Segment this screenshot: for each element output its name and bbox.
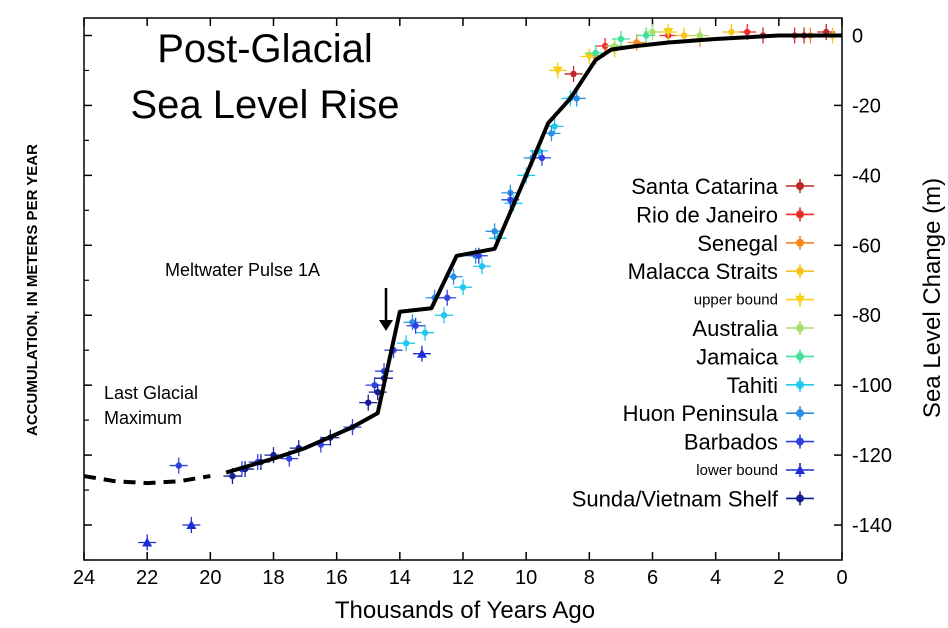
x-tick-label: 14 xyxy=(389,567,411,589)
data-point xyxy=(450,273,457,280)
y-tick-label: -140 xyxy=(852,515,892,537)
legend-marker xyxy=(795,465,805,474)
data-point xyxy=(478,263,486,270)
legend-marker xyxy=(796,182,804,190)
data-point xyxy=(552,66,563,76)
legend-label: Rio de Janeiro xyxy=(636,202,778,227)
x-tick-label: 0 xyxy=(836,567,847,589)
data-point xyxy=(186,520,197,530)
data-point xyxy=(459,284,467,291)
annotation-last-glacial-line-1: Last Glacial xyxy=(104,383,198,403)
data-point xyxy=(649,28,656,36)
annotation-meltwater-pulse: Meltwater Pulse 1A xyxy=(165,260,320,280)
data-point xyxy=(421,329,429,336)
y-tick-label: 0 xyxy=(852,25,863,47)
data-point xyxy=(642,32,650,39)
x-tick-label: 4 xyxy=(710,567,721,589)
x-axis-title: Thousands of Years Ago xyxy=(335,597,595,624)
x-tick-label: 10 xyxy=(515,567,537,589)
data-point xyxy=(402,340,410,347)
legend-marker xyxy=(796,437,804,446)
x-tick-label: 22 xyxy=(136,567,158,589)
legend-label: lower bound xyxy=(696,462,778,479)
legend-marker xyxy=(796,409,804,418)
data-point xyxy=(374,388,381,396)
data-point xyxy=(365,399,372,406)
data-point xyxy=(601,42,609,50)
legend-label: Jamaica xyxy=(696,344,779,369)
data-point xyxy=(444,294,451,301)
y-tick-label: -20 xyxy=(852,95,881,117)
chart-title-line-1: Post-Glacial xyxy=(157,27,373,71)
x-tick-label: 12 xyxy=(452,567,474,589)
y-axis-title-right: Sea Level Change (m) xyxy=(919,178,946,418)
x-tick-label: 8 xyxy=(584,567,595,589)
y-axis-title-left: ACCUMULATION, IN METERS PER YEAR xyxy=(24,144,41,436)
x-tick-label: 16 xyxy=(326,567,348,589)
data-point xyxy=(142,537,153,547)
legend-label: Barbados xyxy=(684,430,778,455)
data-point xyxy=(412,322,419,329)
x-tick-label: 20 xyxy=(199,567,221,589)
legend-marker xyxy=(796,238,804,247)
y-axis: 0 -20 -40 -60 -80 -100 -120 -140 xyxy=(84,25,892,561)
y-tick-label: -120 xyxy=(852,445,892,467)
x-tick-label: 6 xyxy=(647,567,658,589)
data-point xyxy=(570,70,577,78)
data-point xyxy=(584,52,595,62)
legend-label: Sunda/Vietnam Shelf xyxy=(572,486,779,511)
legend-label: Malacca Straits xyxy=(628,259,778,284)
data-point xyxy=(286,455,293,462)
data-point xyxy=(371,381,378,389)
data-point xyxy=(538,154,546,162)
data-point xyxy=(440,312,448,319)
y-tick-label: -60 xyxy=(852,235,881,257)
legend-label: Tahiti xyxy=(727,373,778,398)
data-point xyxy=(229,472,236,480)
legend-label: Santa Catarina xyxy=(631,174,779,199)
data-point xyxy=(728,28,735,36)
data-point xyxy=(680,32,688,39)
x-tick-label: 18 xyxy=(262,567,284,589)
legend-label: Australia xyxy=(692,316,778,341)
y-tick-label: -100 xyxy=(852,375,892,397)
sea-level-line-dashed xyxy=(83,474,211,486)
legend-marker xyxy=(796,267,804,276)
legend-marker xyxy=(796,210,804,219)
legend-marker xyxy=(796,324,804,332)
data-point xyxy=(416,348,427,358)
data-point xyxy=(592,49,599,57)
x-tick-label: 24 xyxy=(73,567,95,589)
data-point xyxy=(491,228,498,235)
data-point xyxy=(475,252,482,259)
y-tick-label: -40 xyxy=(852,165,881,187)
legend-label: Senegal xyxy=(697,231,778,256)
legend-marker xyxy=(796,352,804,361)
data-point xyxy=(507,196,514,204)
legend-label: Huon Peninsula xyxy=(623,401,779,426)
legend-marker xyxy=(796,494,804,503)
annotation-last-glacial-line-2: Maximum xyxy=(104,408,182,428)
data-point xyxy=(696,32,704,39)
data-point xyxy=(663,27,674,37)
data-point xyxy=(573,95,580,102)
legend: Santa Catarina Rio de Janeiro Senegal Malac… xyxy=(572,174,814,511)
legend-marker xyxy=(796,380,804,389)
data-point xyxy=(548,130,555,137)
legend-marker xyxy=(795,295,805,305)
x-axis: 24 22 20 18 16 14 12 10 8 6 4 2 0 xyxy=(73,18,848,589)
sea-level-line xyxy=(225,33,842,475)
data-point xyxy=(617,35,625,43)
data-point xyxy=(175,462,182,469)
sea-level-curve xyxy=(83,33,842,486)
x-tick-label: 2 xyxy=(773,567,784,589)
meltwater-arrow xyxy=(379,288,393,331)
chart-title-line-2: Sea Level Rise xyxy=(130,83,399,127)
legend-label: upper bound xyxy=(694,292,778,309)
data-point xyxy=(551,123,558,130)
y-tick-label: -80 xyxy=(852,305,881,327)
data-point xyxy=(744,28,751,36)
